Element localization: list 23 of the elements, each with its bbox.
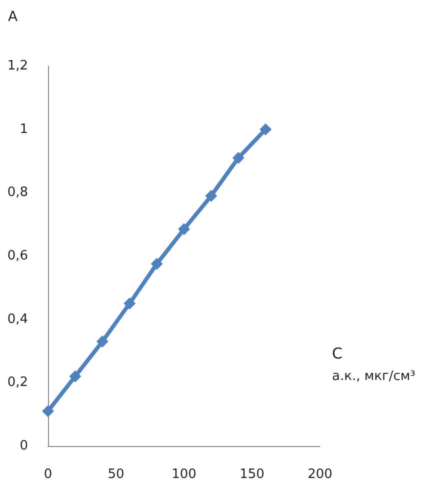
point <box>124 298 136 310</box>
y-axis-title: A <box>8 9 18 25</box>
point <box>205 190 218 202</box>
y-tick-label: 0 <box>20 438 28 454</box>
y-tick-label: 0,8 <box>7 185 28 200</box>
y-tick-label: 0,4 <box>7 312 28 327</box>
x-tick-label: 50 <box>108 467 124 482</box>
point <box>232 152 244 164</box>
x-tick-label: 200 <box>308 467 332 482</box>
point <box>69 370 82 382</box>
x-tick-label: 150 <box>240 467 264 482</box>
point <box>178 223 190 236</box>
x-tick-label: 100 <box>172 467 196 482</box>
point <box>260 123 272 136</box>
y-tick-label: 0,6 <box>7 248 28 264</box>
point <box>42 405 54 418</box>
y-tick-label: 0,2 <box>7 375 28 390</box>
x-axis-title: C а.к., мкг/см³ <box>332 344 416 384</box>
y-tick-label: 1,2 <box>7 58 28 74</box>
point <box>150 258 163 270</box>
point <box>96 336 108 348</box>
y-tick-label: 1 <box>20 122 28 137</box>
x-tick-label: 0 <box>44 467 52 482</box>
